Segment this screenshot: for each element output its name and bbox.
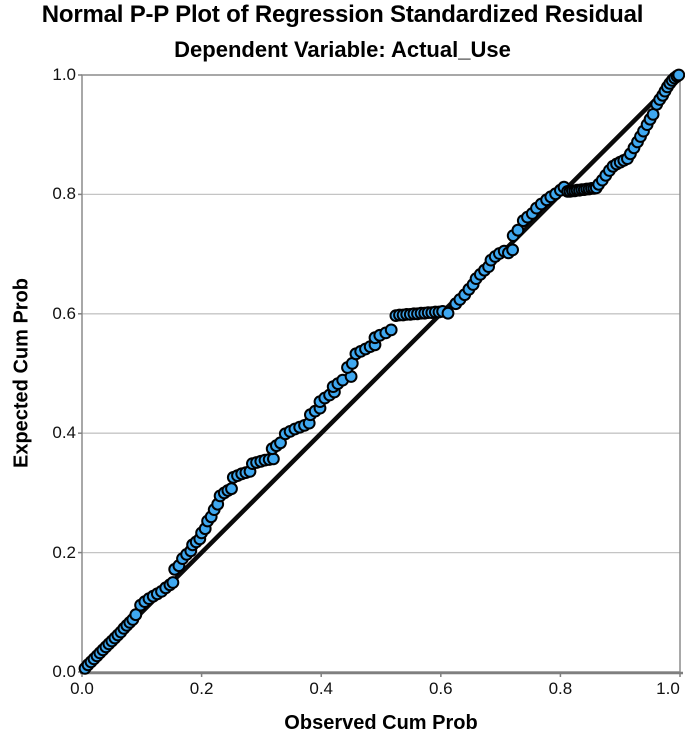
x-tick-label: 0.2 [189,679,214,698]
y-tick-label: 0.0 [52,662,76,681]
data-point [166,576,180,589]
x-tick-labels: 0.0 0.2 0.4 0.6 0.8 1.0 [0,679,685,701]
y-axis-title: Expected Cum Prob [10,277,33,469]
y-tick-label: 0.2 [52,542,76,562]
data-point [267,452,280,466]
reference-line [80,73,682,674]
x-tick-label: 0.4 [309,679,333,698]
data-point [506,243,519,257]
chart-title: Normal P-P Plot of Regression Standardiz… [41,1,644,28]
data-points [78,68,685,675]
data-point [441,306,455,320]
data-point [672,68,685,82]
x-axis-title: Observed Cum Prob [284,712,478,734]
x-tick-label: 0.0 [70,679,94,698]
data-point [225,482,238,496]
y-tick-label: 1.0 [52,65,76,84]
data-point [511,223,525,237]
y-tick-label: 0.4 [52,423,76,443]
y-tick-labels: 0.0 0.2 0.4 0.6 0.8 1.0 [34,0,76,749]
y-tick-label: 0.6 [52,303,76,323]
x-tick-label: 1.0 [656,679,680,698]
data-point [384,323,398,337]
x-tick-label: 0.8 [548,679,573,698]
x-tick-label: 0.6 [428,679,453,698]
chart-subtitle: Dependent Variable: Actual_Use [174,37,511,62]
y-tick-label: 0.8 [52,184,76,204]
